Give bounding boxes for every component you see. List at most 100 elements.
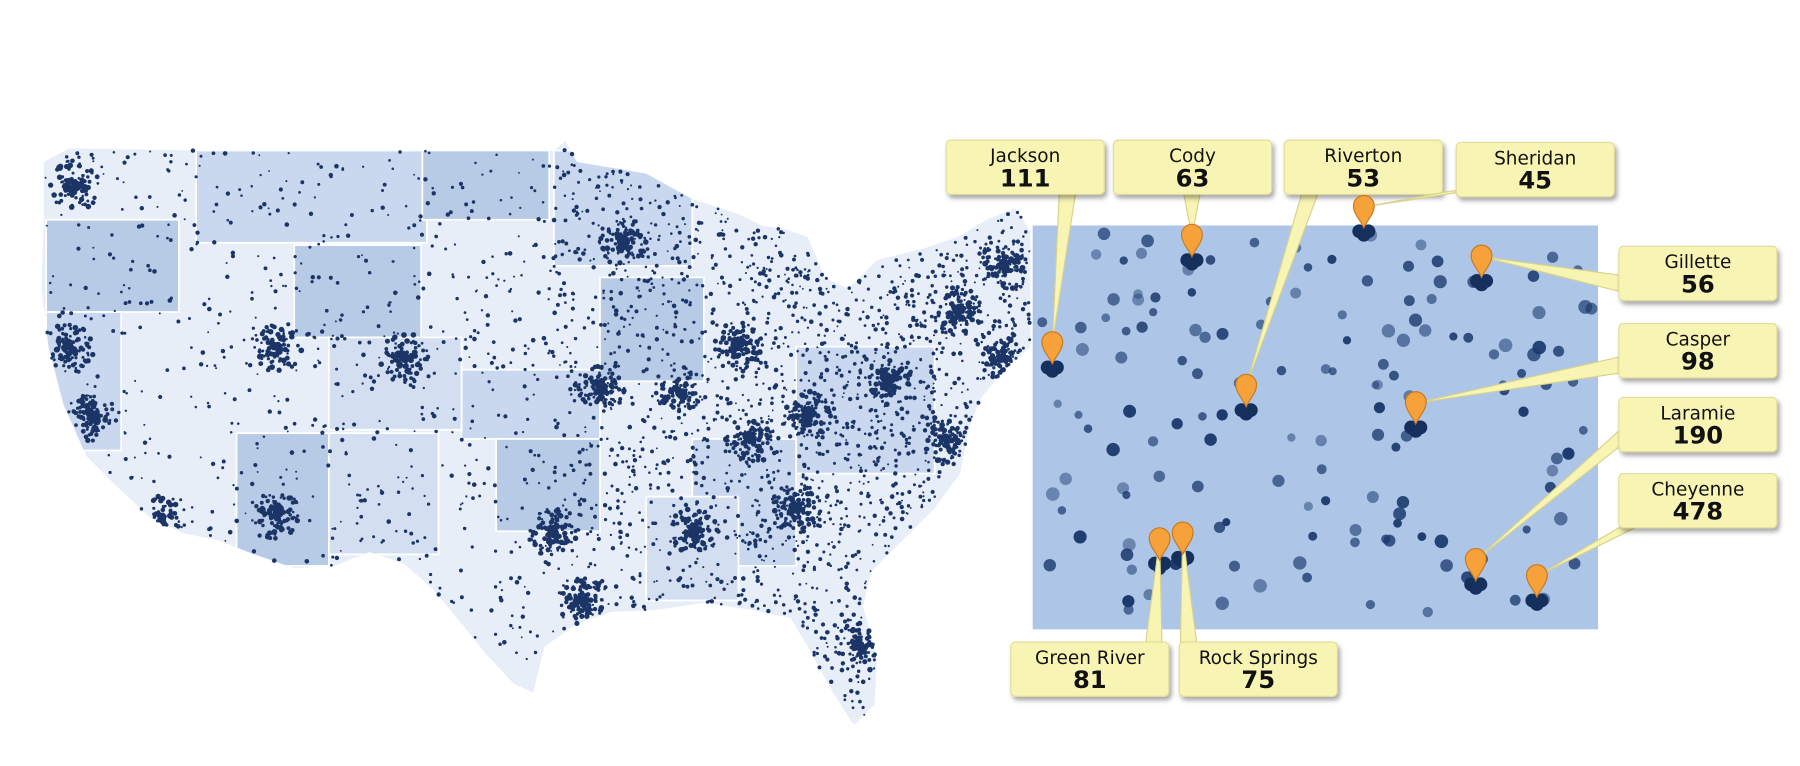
dot <box>123 331 127 335</box>
dot <box>613 351 616 354</box>
dot <box>687 234 692 239</box>
dot <box>902 434 906 438</box>
dot <box>76 163 81 169</box>
dot <box>796 544 800 547</box>
dot <box>872 560 876 563</box>
dot <box>328 275 333 280</box>
dot <box>978 267 981 270</box>
dot <box>589 442 591 445</box>
dot <box>756 607 760 610</box>
dot <box>80 347 86 352</box>
dot <box>845 604 849 608</box>
dot <box>692 401 696 404</box>
dot <box>310 280 314 284</box>
dot <box>465 495 468 498</box>
dot <box>837 368 842 372</box>
dot <box>620 568 623 572</box>
dot <box>949 414 953 418</box>
dot <box>986 314 990 317</box>
dot <box>649 277 653 281</box>
dot <box>172 510 178 516</box>
dot <box>869 387 875 394</box>
dot <box>784 299 787 302</box>
dot <box>256 373 259 376</box>
dot <box>97 292 100 295</box>
dot <box>585 532 590 536</box>
dot <box>968 400 973 404</box>
dot <box>64 370 67 373</box>
dot <box>287 507 293 512</box>
dot <box>899 275 902 278</box>
dot <box>936 310 942 316</box>
dot <box>840 517 843 520</box>
dot <box>102 403 107 408</box>
dot <box>770 347 773 350</box>
dot <box>70 164 73 167</box>
dot <box>970 415 973 418</box>
dot <box>836 651 842 656</box>
dot <box>739 417 742 421</box>
dot <box>513 318 518 323</box>
dot <box>982 376 986 380</box>
dot <box>804 485 809 490</box>
dot <box>76 398 82 404</box>
dot <box>385 427 389 431</box>
dot <box>903 474 906 478</box>
dot <box>112 256 116 260</box>
dot <box>716 562 720 567</box>
dot <box>953 326 957 330</box>
dot <box>798 270 803 275</box>
dot <box>344 452 348 456</box>
dot <box>481 259 486 265</box>
dot <box>644 367 649 372</box>
dot <box>980 332 984 337</box>
dot <box>525 657 528 661</box>
dot <box>724 535 730 540</box>
dot <box>271 528 278 535</box>
dot <box>564 301 567 304</box>
dot <box>284 222 290 227</box>
dot <box>770 486 774 490</box>
dot <box>711 307 716 313</box>
dot <box>391 167 395 170</box>
dot <box>569 351 572 355</box>
dot <box>845 307 848 310</box>
dot <box>356 255 361 259</box>
dot <box>632 600 636 604</box>
dot <box>822 550 826 554</box>
dot <box>361 254 363 257</box>
dot <box>280 493 285 498</box>
dot <box>206 401 210 405</box>
dot <box>675 225 679 229</box>
dot <box>1006 264 1010 268</box>
dot <box>735 513 741 519</box>
dot <box>712 478 716 482</box>
dot <box>418 219 422 222</box>
dot <box>1023 270 1027 274</box>
dot <box>817 333 821 337</box>
dot <box>673 322 677 326</box>
dot <box>420 412 424 416</box>
dot <box>445 212 450 217</box>
dot <box>417 177 420 180</box>
dot <box>918 484 922 488</box>
dot <box>606 381 609 385</box>
dot <box>730 322 733 325</box>
dot <box>854 298 858 302</box>
dot <box>66 159 70 163</box>
dot <box>625 554 630 558</box>
dot <box>571 192 575 196</box>
dot <box>655 463 659 467</box>
dot <box>537 516 542 521</box>
dot <box>905 299 910 304</box>
dot <box>832 545 836 549</box>
dot <box>597 394 603 400</box>
dot <box>723 247 728 251</box>
dot <box>80 428 86 434</box>
dot <box>131 259 135 264</box>
dot <box>683 546 689 551</box>
dot <box>333 527 337 531</box>
dot <box>824 398 827 401</box>
dot <box>60 180 63 184</box>
dot <box>571 468 576 473</box>
